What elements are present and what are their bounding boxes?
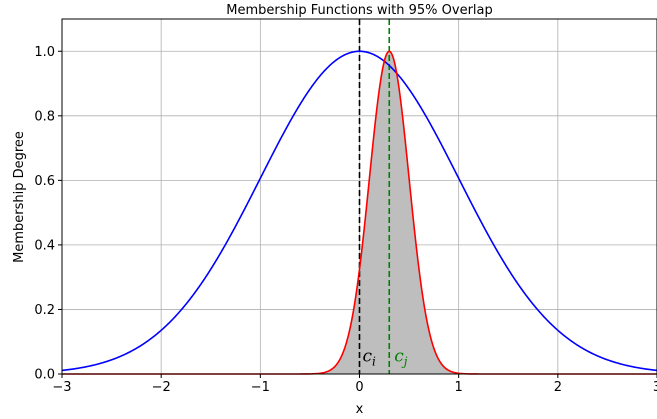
x-tick-label: −2: [152, 380, 171, 395]
x-axis-label: x: [356, 402, 364, 417]
y-axis-label: Membership Degree: [12, 131, 27, 263]
series-line-0: [61, 50, 657, 372]
x-tick-label: 0: [355, 380, 363, 395]
x-tick-label: −3: [52, 380, 71, 395]
x-tick-label: −1: [251, 380, 270, 395]
y-tick-label: 0.8: [34, 109, 55, 124]
center-annotation-i: ci: [362, 346, 376, 368]
vline-layer: [358, 19, 391, 374]
center-annotation-j: cj: [394, 346, 408, 368]
y-tick-label: 0.6: [34, 174, 55, 189]
chart-title: Membership Functions with 95% Overlap: [226, 3, 493, 18]
y-tick-label: 0.2: [34, 303, 55, 318]
x-tick-label: 1: [455, 380, 463, 395]
annotations: ci cj: [362, 346, 407, 368]
x-tick-label: 3: [653, 380, 657, 395]
y-tick-label: 0.0: [34, 368, 55, 383]
y-tick-label: 1.0: [34, 45, 55, 60]
y-tick-label: 0.4: [34, 238, 55, 253]
ticks: −3 −2 −1 0 1 2 3 0.0 0.2 0.4 0.6 0.8 1.0: [34, 45, 657, 395]
x-tick-label: 2: [554, 380, 562, 395]
